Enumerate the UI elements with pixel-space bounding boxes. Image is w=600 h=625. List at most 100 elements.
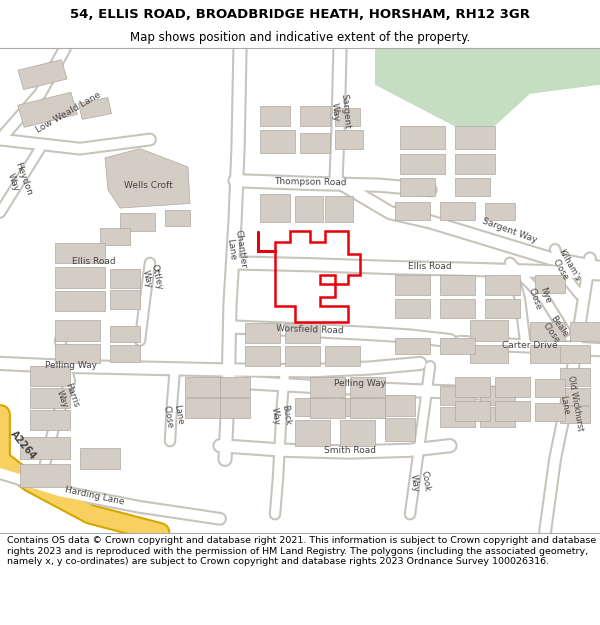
Bar [455,178,490,196]
Bar [395,202,430,220]
Bar [30,366,70,386]
Bar [295,196,323,222]
Text: Cook
Way: Cook Way [409,471,431,494]
Bar [440,275,475,295]
Bar [30,410,70,430]
Bar [440,299,475,318]
Bar [18,59,67,89]
Text: Carter Drive: Carter Drive [502,341,558,349]
Text: Chantler
Lane: Chantler Lane [224,229,248,270]
Bar [165,210,190,226]
Bar [485,275,520,295]
Text: Contains OS data © Crown copyright and database right 2021. This information is : Contains OS data © Crown copyright and d… [7,536,596,566]
Bar [20,464,70,487]
Bar [220,377,250,398]
Bar [110,269,140,288]
Bar [18,92,77,128]
Text: Worsfield Road: Worsfield Road [276,324,344,335]
Text: Smith Road: Smith Road [324,446,376,455]
Bar [300,133,330,153]
Bar [110,326,140,342]
Bar [495,401,530,421]
Bar [110,345,140,362]
Text: Harding Lane: Harding Lane [64,485,125,507]
Text: Ottley
Way: Ottley Way [140,264,164,293]
Text: Pelling Way: Pelling Way [334,379,386,388]
Bar [530,322,565,341]
Bar [385,418,415,441]
Bar [20,436,70,459]
Bar [55,268,105,288]
Bar [395,338,430,354]
Bar [55,242,105,263]
Bar [245,346,280,366]
Bar [335,107,360,126]
Bar [560,388,590,404]
Bar [440,386,475,404]
Text: Sargent
Way: Sargent Way [329,94,351,131]
Text: Buck
Way: Buck Way [270,404,292,427]
Bar [295,398,330,416]
Text: Beale
Close: Beale Close [540,314,570,345]
Bar [260,106,290,126]
Bar [470,345,508,363]
Text: 54, ELLIS ROAD, BROADBRIDGE HEATH, HORSHAM, RH12 3GR: 54, ELLIS ROAD, BROADBRIDGE HEATH, HORSH… [70,8,530,21]
Bar [220,398,250,418]
Bar [340,398,375,416]
Bar [310,398,345,418]
Bar [400,178,435,196]
Bar [325,196,353,222]
Bar [485,299,520,318]
Bar [260,131,295,153]
Bar [570,322,600,341]
Bar [79,98,112,119]
Bar [110,290,140,309]
Bar [395,299,430,318]
Bar [400,154,445,174]
Bar [295,420,330,446]
Bar [100,228,130,244]
Bar [530,345,565,363]
Bar [185,398,220,418]
Bar [260,194,290,222]
Bar [30,388,70,408]
Text: Low Weald Lane: Low Weald Lane [35,90,103,134]
Bar [455,154,495,174]
Bar [120,213,155,231]
Bar [480,386,515,404]
Bar [535,402,565,421]
Bar [395,275,430,295]
Text: Lane
Close: Lane Close [161,402,185,429]
Text: Sargent Way: Sargent Way [481,217,539,245]
Bar [285,323,320,343]
Bar [55,344,100,362]
Bar [245,323,280,343]
Bar [310,377,345,398]
Bar [440,408,475,428]
Bar [55,291,105,311]
Bar [335,131,363,149]
Text: Wells Croft: Wells Croft [124,181,172,190]
Polygon shape [375,84,600,139]
Bar [440,338,475,354]
Bar [300,106,330,126]
Bar [340,420,375,446]
Bar [455,401,490,421]
Text: Harris
Way: Harris Way [53,382,80,412]
Text: Heydon
Way: Heydon Way [3,161,33,200]
Bar [535,379,565,398]
Bar [185,377,220,398]
Bar [470,321,508,341]
Bar [400,126,445,149]
Bar [560,406,590,423]
Text: Ellis Road: Ellis Road [408,262,452,271]
Bar [495,377,530,398]
Text: Map shows position and indicative extent of the property.: Map shows position and indicative extent… [130,31,470,44]
Polygon shape [375,48,600,84]
Bar [350,377,385,398]
Text: Thompson Road: Thompson Road [274,177,346,187]
Bar [80,448,120,469]
Text: A2264: A2264 [8,429,38,462]
Bar [455,126,495,149]
Text: Kilham's
Close: Kilham's Close [548,248,582,288]
